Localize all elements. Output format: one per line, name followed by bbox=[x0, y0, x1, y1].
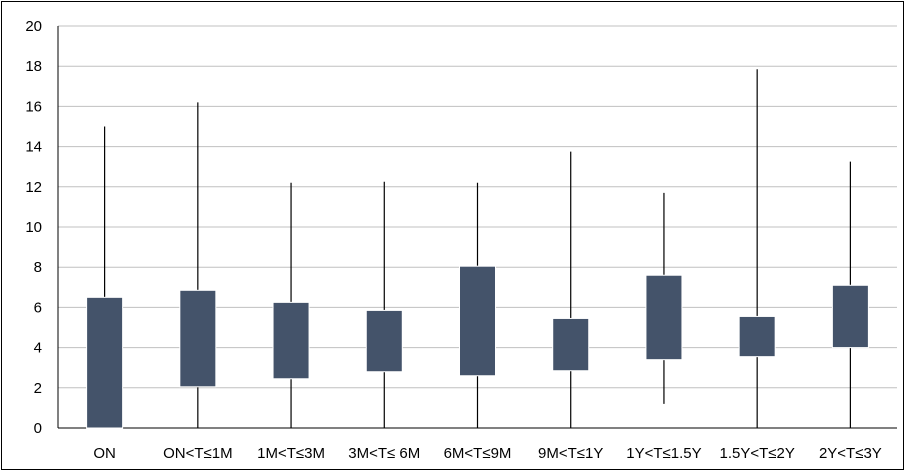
y-tick-label: 2 bbox=[34, 380, 42, 397]
box bbox=[179, 289, 217, 388]
box bbox=[738, 315, 776, 358]
box bbox=[645, 274, 683, 361]
box bbox=[272, 301, 310, 380]
box bbox=[552, 317, 590, 372]
x-tick-label: 3M<T≤ 6M bbox=[348, 445, 420, 462]
box bbox=[365, 309, 403, 373]
x-tick-label: 9M<T≤1Y bbox=[538, 445, 603, 462]
x-tick-label: 1M<T≤3M bbox=[257, 445, 325, 462]
box bbox=[459, 265, 496, 377]
y-tick-labels: 0 2 4 6 8 10 12 14 16 18 20 bbox=[25, 18, 42, 437]
y-tick-label: 10 bbox=[25, 219, 42, 236]
box bbox=[831, 284, 869, 349]
y-tick-label: 14 bbox=[25, 139, 42, 156]
x-tick-label: ON bbox=[93, 445, 116, 462]
x-tick-label: ON<T≤1M bbox=[163, 445, 233, 462]
y-tick-label: 4 bbox=[34, 340, 42, 357]
boxes bbox=[86, 265, 869, 429]
y-tick-label: 8 bbox=[34, 259, 42, 276]
x-tick-label: 6M<T≤9M bbox=[444, 445, 512, 462]
x-tick-label: 1Y<T≤1.5Y bbox=[626, 445, 701, 462]
y-tick-label: 16 bbox=[25, 98, 42, 115]
x-tick-label: 2Y<T≤3Y bbox=[819, 445, 882, 462]
y-tick-label: 20 bbox=[25, 18, 42, 35]
box bbox=[86, 296, 124, 429]
y-tick-label: 18 bbox=[25, 58, 42, 75]
x-tick-labels: ON ON<T≤1M 1M<T≤3M 3M<T≤ 6M 6M<T≤9M 9M<T≤1Y 1Y… bbox=[93, 445, 881, 462]
x-tick-label: 1.5Y<T≤2Y bbox=[719, 445, 794, 462]
y-tick-label: 0 bbox=[34, 420, 42, 437]
y-tick-label: 12 bbox=[25, 179, 42, 196]
y-tick-label: 6 bbox=[34, 299, 42, 316]
